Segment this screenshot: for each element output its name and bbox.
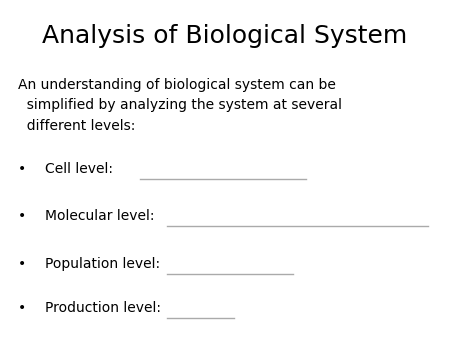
Text: An understanding of biological system can be
  simplified by analyzing the syste: An understanding of biological system ca…: [18, 78, 342, 133]
Text: Population level:: Population level:: [45, 257, 160, 271]
Text: •: •: [18, 257, 26, 271]
Text: Cell level:: Cell level:: [45, 162, 113, 176]
Text: •: •: [18, 300, 26, 315]
Text: •: •: [18, 162, 26, 176]
Text: Analysis of Biological System: Analysis of Biological System: [42, 24, 408, 48]
Text: Molecular level:: Molecular level:: [45, 209, 154, 223]
Text: •: •: [18, 209, 26, 223]
Text: Production level:: Production level:: [45, 300, 161, 315]
